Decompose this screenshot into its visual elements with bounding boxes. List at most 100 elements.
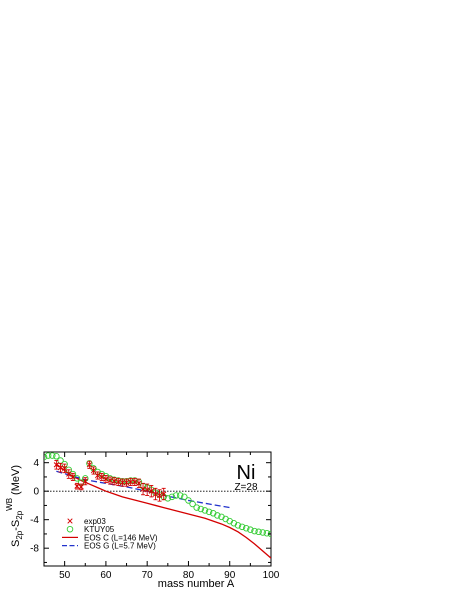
data-point: [90, 467, 97, 474]
legend-item: exp03: [67, 517, 106, 526]
data-point: [148, 488, 154, 494]
svg-text:S2p-S2pWB(MeV): S2p-S2pWB(MeV): [5, 465, 24, 547]
data-point: [181, 493, 188, 501]
data-point: [176, 492, 184, 499]
x-marker-stroke: [161, 491, 167, 497]
x-marker-stroke: [152, 491, 159, 497]
legend-item: EOS G (L=5.7 MeV): [62, 542, 156, 551]
y-axis-title-sup: WB: [5, 498, 14, 511]
data-point: [82, 478, 88, 484]
data-point: [136, 480, 142, 487]
y-axis-title-mid: -S: [10, 520, 22, 531]
x-marker-stroke: [57, 465, 64, 471]
data-point: [70, 474, 76, 480]
x-tick-label: 60: [100, 570, 112, 581]
plot-area: [43, 451, 272, 567]
axis-ticks: 50 60 70 80 90 100 4 0 -4 -8: [30, 452, 280, 581]
data-point: [78, 484, 84, 490]
x-marker-stroke: [70, 474, 76, 480]
data-point: [115, 479, 121, 485]
x-tick-label: 80: [183, 570, 195, 581]
data-point: [111, 478, 117, 484]
data-point: [205, 508, 213, 516]
data-point: [247, 526, 254, 533]
data-point: [168, 493, 176, 501]
x-marker-stroke: [111, 478, 117, 484]
x-marker-stroke: [95, 472, 101, 479]
data-point: [44, 452, 52, 459]
data-point: [99, 474, 105, 480]
x-marker-stroke: [156, 492, 163, 499]
y-tick-label: 0: [33, 487, 39, 498]
x-marker-stroke: [136, 480, 142, 487]
data-point: [214, 512, 221, 519]
data-point: [74, 483, 80, 489]
x-marker-stroke: [67, 518, 73, 524]
x-marker-stroke: [78, 484, 84, 490]
data-point: [53, 462, 60, 468]
x-tick-label: 90: [224, 570, 236, 581]
x-tick-label: 50: [59, 570, 71, 581]
x-marker-stroke: [74, 483, 80, 489]
data-point: [49, 452, 56, 459]
legend-item: KTUY05: [66, 525, 115, 534]
data-point: [132, 479, 138, 485]
x-marker-stroke: [107, 477, 113, 484]
data-point: [255, 528, 262, 536]
x-marker-stroke: [103, 476, 109, 482]
data-point: [140, 486, 146, 492]
x-marker-stroke: [132, 479, 138, 485]
data-point: [251, 527, 258, 535]
data-point: [128, 479, 134, 485]
data-point: [156, 492, 163, 499]
data-point: [66, 471, 72, 477]
x-marker-stroke: [99, 474, 105, 480]
data-point: [103, 476, 109, 482]
x-marker-stroke: [119, 479, 126, 486]
data-point: [61, 465, 68, 472]
x-marker-stroke: [90, 467, 97, 474]
x-marker-stroke: [115, 479, 121, 485]
data-point: [95, 472, 101, 479]
data-point: [57, 465, 64, 471]
series-clip-group: [44, 452, 271, 559]
plot-frame: [43, 451, 272, 567]
z-label: Z=28: [234, 482, 258, 493]
data-point: [119, 479, 126, 486]
legend-label: KTUY05: [84, 525, 115, 534]
data-point: [53, 453, 60, 460]
data-point: [238, 523, 246, 531]
x-marker-stroke: [128, 479, 134, 485]
data-point: [259, 529, 266, 536]
y-axis-title-sub2: 2p: [15, 510, 24, 519]
x-marker-stroke: [144, 487, 150, 493]
data-point: [197, 505, 205, 513]
legend-marker-swatch: [67, 518, 73, 524]
element-symbol-label: Ni: [237, 462, 256, 484]
data-point: [172, 492, 180, 499]
data-point: [185, 497, 192, 504]
data-point: [144, 487, 150, 493]
y-tick-label: -4: [30, 515, 39, 526]
data-point: [193, 504, 200, 511]
x-marker-stroke: [148, 488, 154, 494]
x-marker-stroke: [82, 478, 88, 484]
data-point: [161, 491, 167, 497]
x-marker-stroke: [53, 462, 60, 468]
y-axis-title: S2p-S2pWB(MeV): [5, 465, 24, 547]
y-tick-label: 4: [33, 458, 39, 469]
legend-label: EOS C (L=146 MeV): [84, 533, 158, 542]
x-marker-stroke: [140, 486, 146, 492]
legend-item: EOS C (L=146 MeV): [62, 533, 158, 542]
x-marker-stroke: [66, 471, 72, 477]
y-tick-label: -8: [30, 544, 39, 555]
data-point: [201, 507, 209, 514]
legend-label: exp03: [84, 517, 106, 526]
x-tick-label: 100: [263, 570, 280, 581]
series-line: [55, 463, 271, 559]
data-point: [123, 479, 130, 486]
data-point: [263, 529, 271, 537]
data-point: [152, 491, 159, 497]
